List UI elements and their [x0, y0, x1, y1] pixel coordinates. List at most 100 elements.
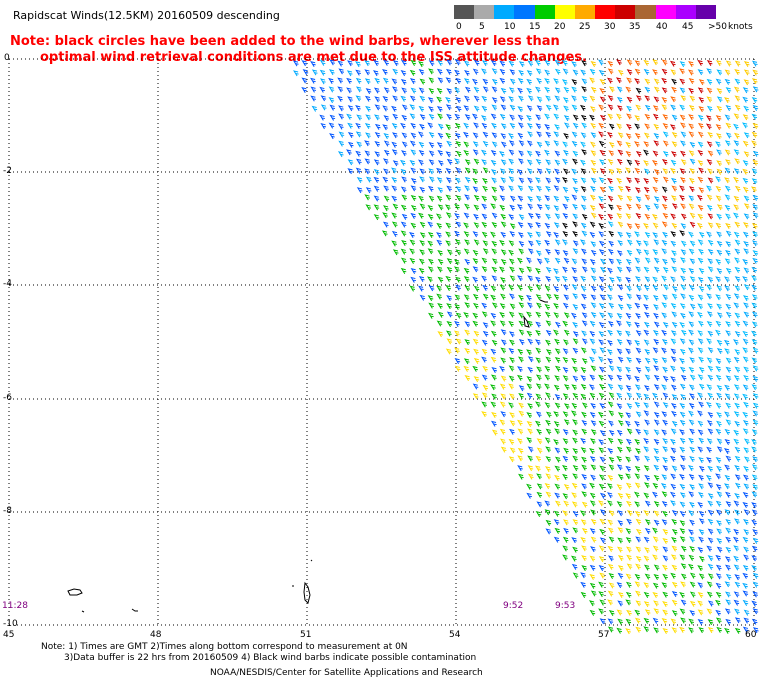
wind-barb: [320, 123, 327, 130]
wind-barb: [616, 123, 622, 130]
wind-barb: [482, 384, 489, 391]
wind-barb: [373, 159, 380, 166]
wind-barb: [355, 77, 362, 84]
wind-barb: [581, 338, 588, 345]
wind-barb: [706, 311, 713, 318]
wind-barb: [697, 122, 704, 129]
wind-barb: [355, 150, 361, 157]
wind-barb: [590, 61, 597, 68]
wind-barb: [725, 60, 732, 67]
wind-barb: [544, 140, 551, 147]
wind-barb: [436, 232, 442, 239]
wind-barb: [679, 114, 686, 121]
wind-barb: [599, 149, 606, 156]
wind-barb: [752, 250, 759, 257]
wind-barb: [516, 438, 523, 445]
wind-barb: [445, 330, 452, 337]
wind-barb: [608, 168, 615, 175]
wind-barb: [698, 187, 705, 194]
wind-barb: [743, 302, 749, 309]
wind-barb: [337, 77, 343, 84]
wind-barb: [490, 401, 497, 408]
wind-barb: [653, 321, 660, 328]
wind-barb: [535, 347, 541, 354]
wind-barb: [590, 536, 597, 543]
wind-barb: [742, 168, 748, 175]
wind-barb: [697, 311, 703, 318]
wind-barb: [417, 131, 424, 138]
wind-barb: [572, 473, 578, 480]
wind-barb: [742, 356, 749, 363]
wind-barb: [608, 410, 615, 417]
wind-barb: [689, 357, 695, 364]
wind-barb: [590, 429, 597, 436]
wind-barb: [499, 365, 505, 372]
wind-barb: [643, 536, 650, 543]
wind-barb: [599, 509, 606, 516]
wind-barb: [715, 329, 721, 336]
wind-barb: [734, 266, 741, 273]
wind-barb: [625, 500, 632, 507]
wind-barb: [680, 329, 687, 336]
wind-barb: [446, 311, 453, 318]
wind-barb: [751, 464, 758, 471]
wind-barb: [651, 159, 658, 167]
wind-barb: [616, 158, 623, 165]
wind-barb: [626, 96, 633, 103]
wind-barb: [419, 78, 426, 85]
wind-barb: [500, 177, 507, 184]
wind-barb: [481, 374, 488, 381]
wind-barb: [608, 555, 614, 562]
wind-barb: [635, 411, 642, 418]
wind-barb: [661, 203, 668, 210]
wind-barb: [310, 77, 316, 84]
wind-barb: [634, 231, 640, 238]
wind-barb: [626, 105, 632, 112]
wind-barb: [607, 339, 613, 347]
wind-barb: [670, 69, 677, 76]
wind-barb: [534, 59, 541, 66]
wind-barb: [581, 312, 588, 319]
wind-barb: [580, 572, 586, 579]
wind-barb: [535, 284, 542, 291]
wind-barb: [688, 284, 695, 291]
wind-barb: [581, 213, 588, 220]
wind-barb: [445, 348, 452, 355]
wind-barb: [707, 627, 714, 634]
wind-barb: [652, 592, 659, 599]
wind-barb: [517, 169, 523, 176]
wind-barb: [435, 213, 442, 220]
wind-barb: [679, 492, 686, 499]
wind-barb: [697, 547, 704, 554]
wind-barb: [716, 303, 722, 310]
wind-barb: [671, 518, 677, 526]
wind-barb: [563, 329, 570, 336]
wind-barb: [337, 60, 344, 67]
wind-barb: [643, 617, 650, 624]
wind-barb: [518, 410, 525, 417]
wind-barb: [562, 438, 569, 445]
wind-barb: [554, 375, 560, 382]
wind-barb: [725, 230, 732, 237]
wind-barb: [562, 393, 569, 400]
wind-barb: [572, 240, 579, 247]
wind-barb: [508, 185, 514, 192]
wind-barb: [651, 213, 658, 221]
wind-barb: [706, 457, 712, 464]
wind-barb: [634, 375, 640, 382]
wind-barb: [527, 285, 533, 292]
wind-barb: [742, 564, 749, 572]
wind-barb: [590, 365, 597, 372]
wind-barb: [653, 438, 660, 445]
wind-barb: [733, 339, 739, 346]
wind-barb: [590, 311, 597, 319]
wind-barb: [716, 285, 723, 292]
wind-barb: [562, 366, 569, 374]
wind-barb: [589, 114, 595, 121]
wind-barb: [689, 141, 696, 148]
wind-barb: [679, 68, 685, 75]
wind-barb: [580, 168, 587, 175]
wind-barb: [698, 401, 704, 408]
wind-barb: [734, 239, 741, 246]
wind-barb: [437, 276, 444, 283]
